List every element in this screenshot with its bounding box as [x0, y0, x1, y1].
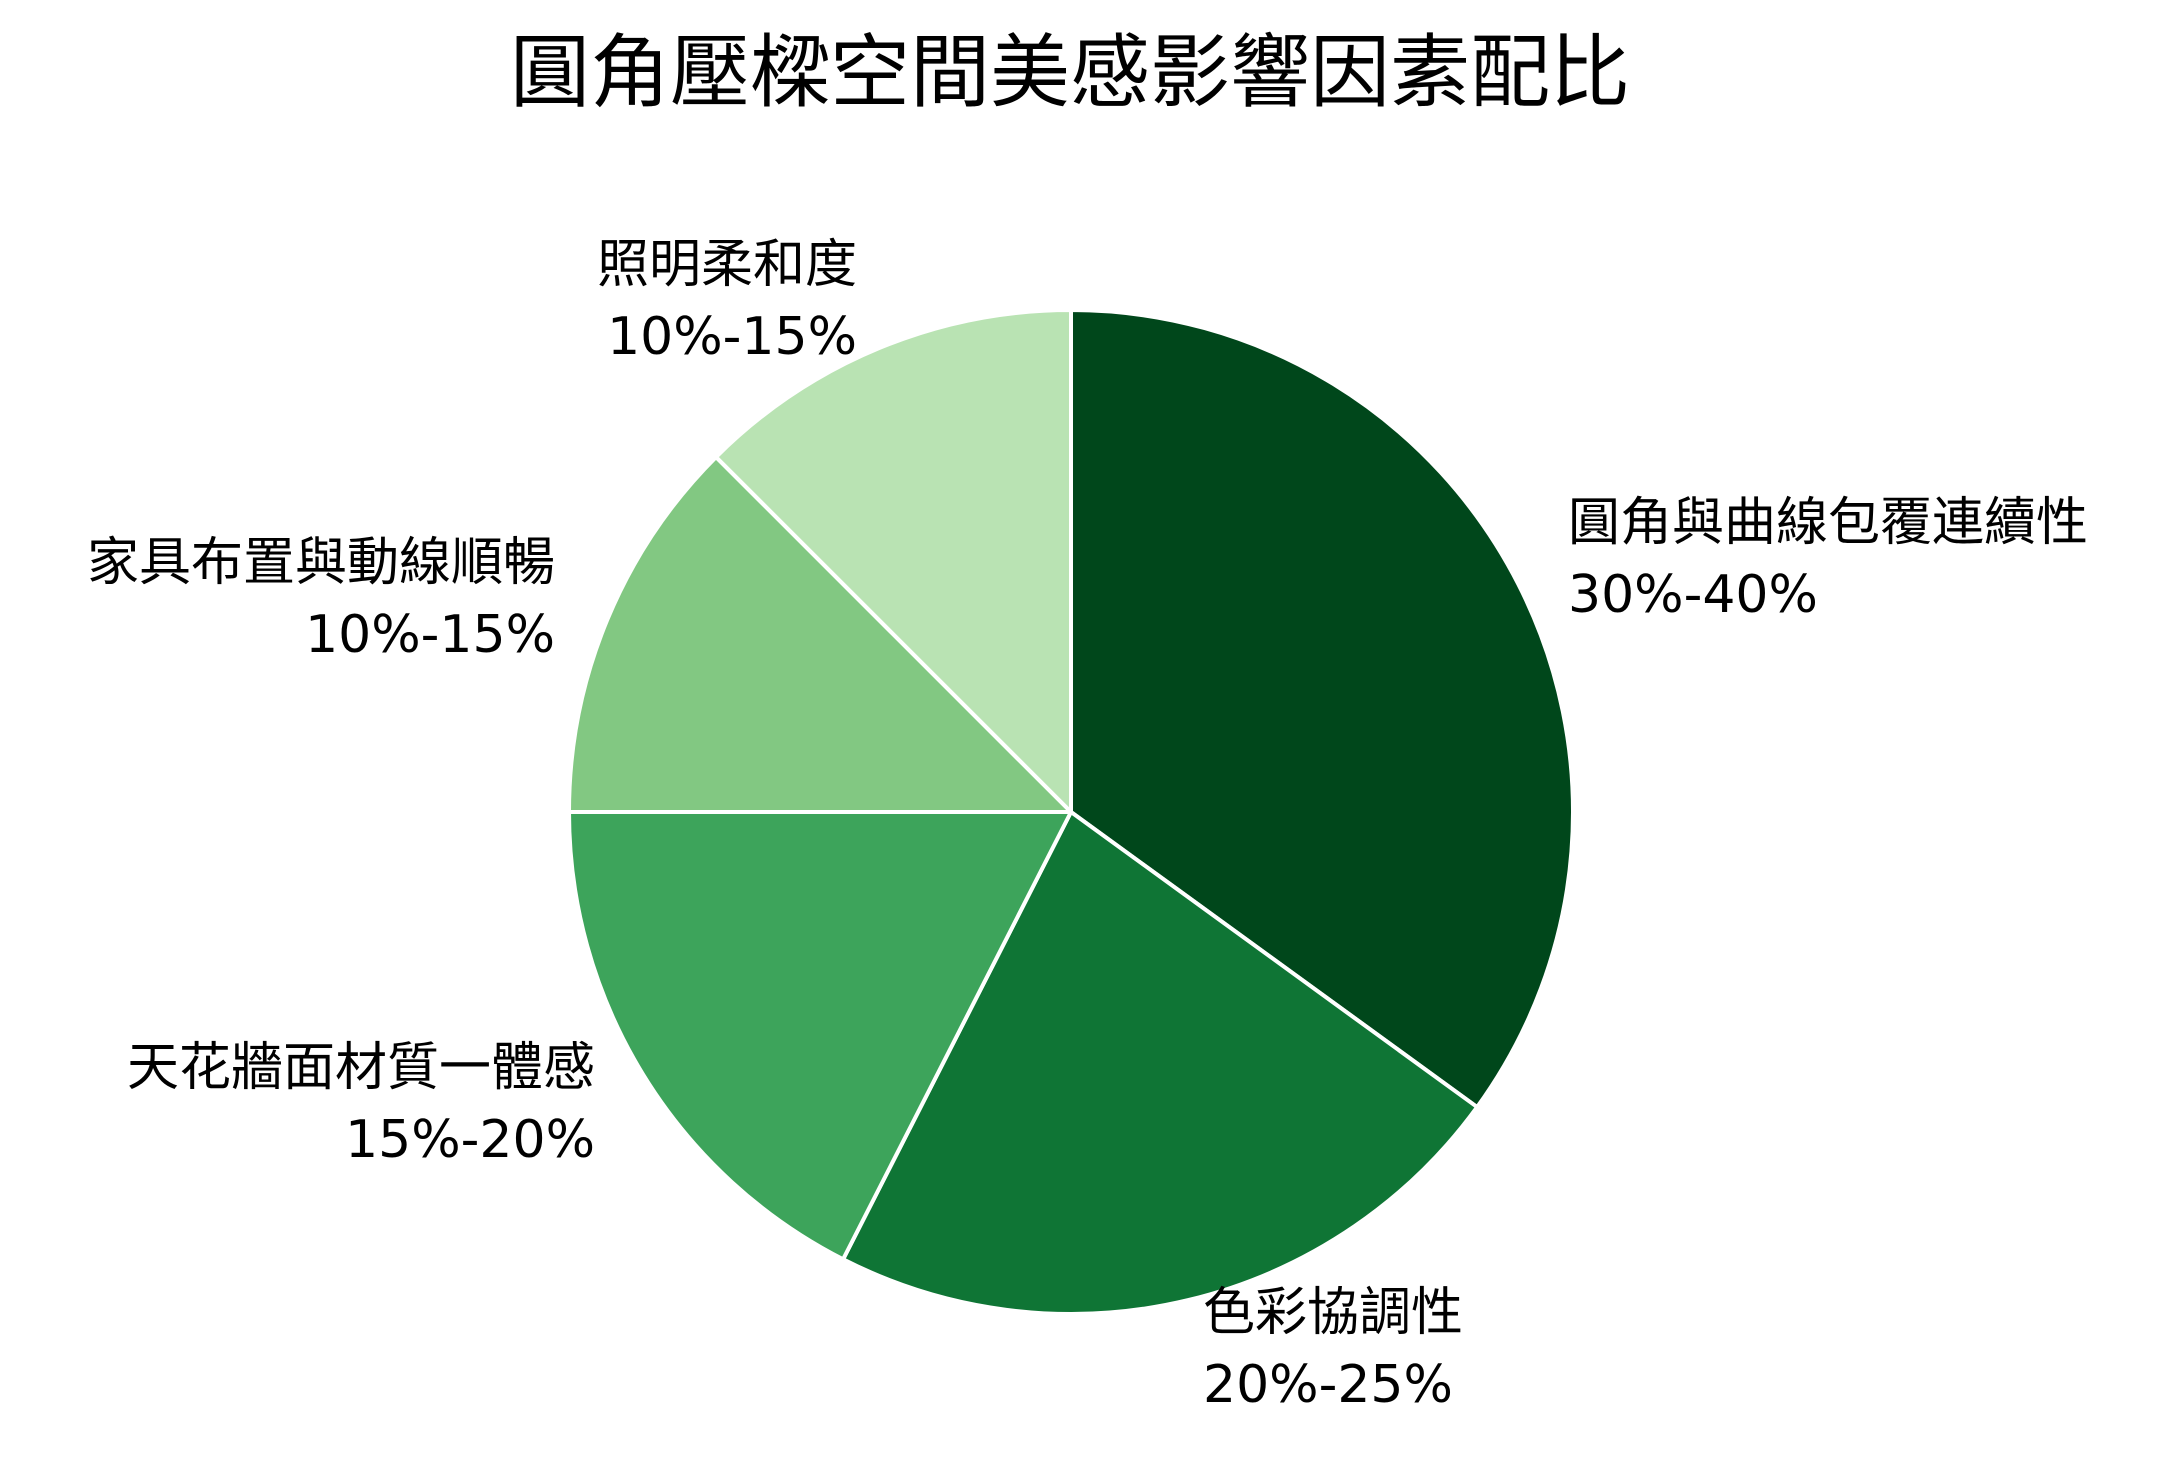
pie-slice: [567, 810, 1073, 1262]
slice-range-label: 10%-15%: [607, 307, 857, 367]
slice-label: 圓角與曲線包覆連續性: [1568, 493, 2088, 553]
pie-slice: [714, 308, 1073, 814]
slice-range-label: 30%-40%: [1568, 565, 1818, 625]
pie-slice: [567, 455, 1073, 814]
pie-slice: [1069, 308, 1575, 1110]
slice-range-label: 15%-20%: [345, 1110, 595, 1170]
slice-label: 照明柔和度: [597, 235, 857, 295]
slice-range-label: 10%-15%: [305, 605, 555, 665]
pie-slices: [567, 308, 1575, 1317]
slice-label: 色彩協調性: [1203, 1283, 1463, 1343]
chart-title: 圓角壓樑空間美感影響因素配比: [510, 26, 1630, 119]
slice-label: 天花牆面材質一體感: [127, 1038, 595, 1098]
slice-label: 家具布置與動線順暢: [87, 533, 555, 593]
pie-slice: [841, 810, 1480, 1317]
pie-labels: 圓角與曲線包覆連續性 30%-40% 色彩協調性 20%-25% 天花牆面材質一體感 15…: [87, 235, 2088, 1415]
slice-range-label: 20%-25%: [1203, 1355, 1453, 1415]
